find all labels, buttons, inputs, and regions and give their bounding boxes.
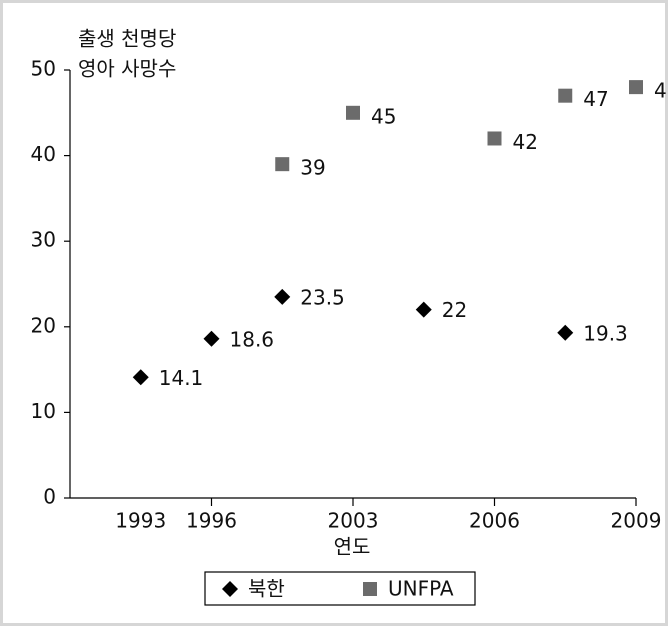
y-tick-label: 40	[31, 142, 56, 166]
data-label: 39	[300, 156, 325, 180]
x-axis-label: 연도	[334, 535, 371, 559]
diamond-point	[557, 324, 574, 341]
legend	[204, 571, 476, 606]
diamond-point	[132, 369, 149, 386]
data-label: 48	[654, 79, 668, 103]
square-point	[558, 88, 573, 103]
x-tick-label: 1993	[115, 509, 166, 533]
data-label: 23.5	[300, 285, 345, 309]
data-label: 22	[442, 298, 467, 322]
data-label: 42	[513, 130, 538, 154]
diamond-point	[274, 288, 291, 305]
legend-label: UNFPA	[388, 577, 454, 601]
y-tick-label: 20	[31, 313, 56, 337]
y-tick-label: 0	[43, 485, 56, 509]
data-label: 19.3	[583, 321, 628, 345]
y-axis-label: 출생 천명당	[78, 27, 176, 51]
diamond-point	[222, 581, 238, 597]
x-tick-label: 2003	[328, 509, 379, 533]
square-point	[275, 157, 290, 172]
y-tick-label: 30	[31, 228, 56, 252]
square-point	[363, 582, 377, 596]
square-point	[487, 131, 502, 146]
legend-label: 북한	[248, 577, 285, 601]
x-tick-label: 2009	[611, 509, 662, 533]
x-tick-label: 1996	[186, 509, 237, 533]
data-label: 18.6	[230, 327, 275, 351]
y-tick-label: 10	[31, 399, 56, 423]
square-point	[629, 80, 643, 95]
diamond-point	[415, 301, 432, 318]
x-tick-label: 2006	[469, 509, 520, 533]
square-point	[346, 105, 360, 120]
data-label: 45	[371, 104, 396, 128]
diamond-point	[203, 330, 220, 347]
y-tick-label: 50	[31, 57, 56, 81]
data-label: 47	[583, 87, 608, 111]
y-axis-label: 영아 사망수	[78, 57, 176, 81]
data-label: 14.1	[159, 366, 204, 390]
